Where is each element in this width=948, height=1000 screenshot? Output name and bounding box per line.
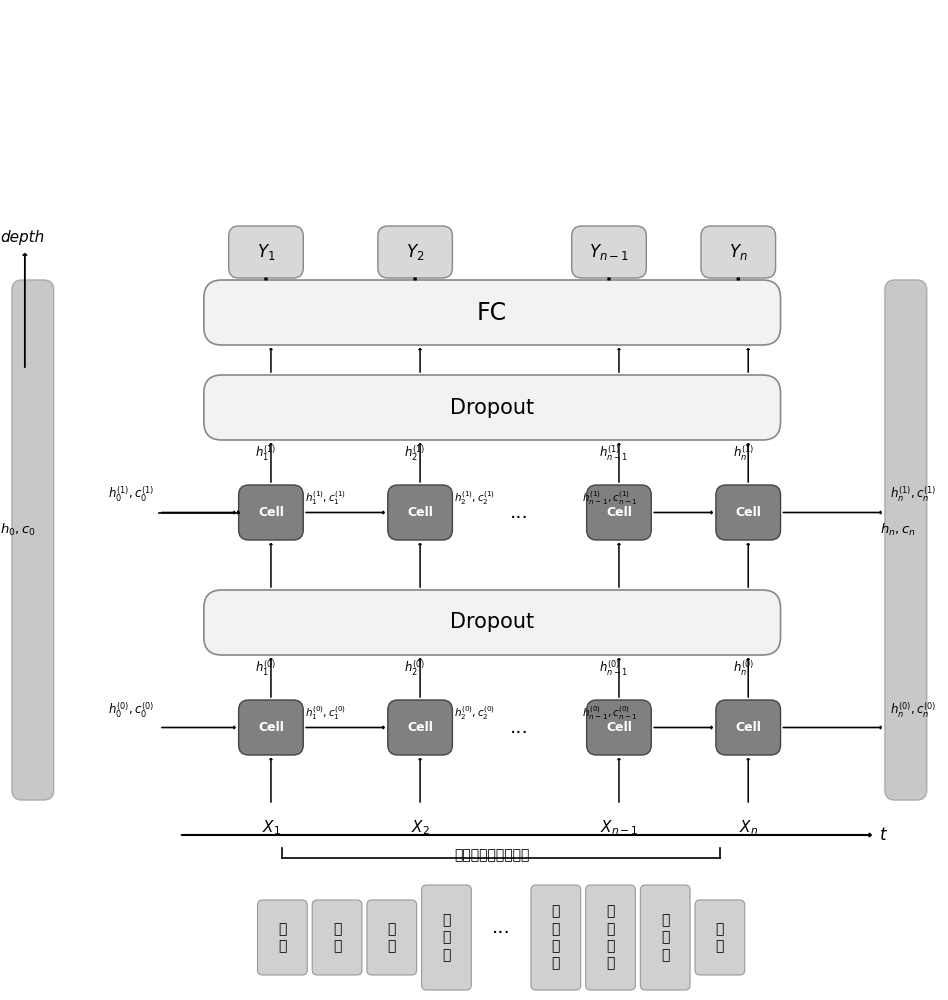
Text: $X_n$: $X_n$ [738, 818, 757, 837]
Text: Cell: Cell [407, 506, 433, 519]
Text: $h_0^{(1)}, c_0^{(1)}$: $h_0^{(1)}, c_0^{(1)}$ [108, 485, 155, 504]
Text: 径
向
速
度: 径 向 速 度 [607, 905, 614, 970]
Text: $h_n^{(1)}$: $h_n^{(1)}$ [733, 444, 754, 463]
Text: $h_1^{(0)}, c_1^{(0)}$: $h_1^{(0)}, c_1^{(0)}$ [305, 704, 346, 722]
Text: 相
对
高
度: 相 对 高 度 [552, 905, 560, 970]
Text: 俯
仰
角: 俯 仰 角 [443, 913, 450, 962]
Text: $Y_n$: $Y_n$ [729, 242, 748, 262]
Text: $Y_1$: $Y_1$ [257, 242, 275, 262]
Text: 经
度: 经 度 [278, 922, 286, 953]
Text: Cell: Cell [407, 721, 433, 734]
Text: $h_{n-1}^{(1)}$: $h_{n-1}^{(1)}$ [599, 444, 629, 463]
Text: 真
航
向: 真 航 向 [661, 913, 669, 962]
Text: $h_n^{(0)}$: $h_n^{(0)}$ [733, 659, 754, 678]
FancyBboxPatch shape [204, 375, 780, 440]
Text: $h_1^{(0)}$: $h_1^{(0)}$ [255, 659, 277, 678]
Text: Dropout: Dropout [450, 612, 535, 632]
Text: $h_{n-1}^{(0)}$: $h_{n-1}^{(0)}$ [599, 659, 629, 678]
Text: $X_2$: $X_2$ [410, 818, 429, 837]
Text: Cell: Cell [736, 506, 761, 519]
Text: Cell: Cell [258, 721, 283, 734]
FancyBboxPatch shape [239, 485, 303, 540]
Text: ...: ... [492, 918, 511, 937]
Text: $h_2^{(1)}, c_2^{(1)}$: $h_2^{(1)}, c_2^{(1)}$ [454, 489, 496, 507]
Text: $h_0, c_0$: $h_0, c_0$ [0, 522, 36, 538]
FancyBboxPatch shape [388, 700, 452, 755]
Text: $h_2^{(0)}$: $h_2^{(0)}$ [405, 659, 426, 678]
FancyBboxPatch shape [239, 700, 303, 755]
Text: $X_{n-1}$: $X_{n-1}$ [600, 818, 638, 837]
Text: depth: depth [0, 230, 45, 245]
Text: $h_2^{(0)}, c_2^{(0)}$: $h_2^{(0)}, c_2^{(0)}$ [454, 704, 496, 722]
Text: $h_{n-1}^{(0)}, c_{n-1}^{(0)}$: $h_{n-1}^{(0)}, c_{n-1}^{(0)}$ [582, 704, 637, 722]
FancyBboxPatch shape [378, 226, 452, 278]
Text: $h_n^{(0)}, c_n^{(0)}$: $h_n^{(0)}, c_n^{(0)}$ [890, 700, 937, 720]
Text: Dropout: Dropout [450, 397, 535, 418]
FancyBboxPatch shape [367, 900, 416, 975]
Text: Cell: Cell [258, 506, 283, 519]
FancyBboxPatch shape [701, 226, 775, 278]
Text: 二十三维特征输入量: 二十三维特征输入量 [454, 848, 530, 862]
Text: $h_n^{(1)}, c_n^{(1)}$: $h_n^{(1)}, c_n^{(1)}$ [890, 485, 937, 504]
FancyBboxPatch shape [258, 900, 307, 975]
FancyBboxPatch shape [884, 280, 927, 800]
FancyBboxPatch shape [572, 226, 647, 278]
FancyBboxPatch shape [422, 885, 471, 990]
Text: Cell: Cell [736, 721, 761, 734]
Text: $h_1^{(1)}$: $h_1^{(1)}$ [255, 444, 277, 463]
Text: Cell: Cell [606, 506, 632, 519]
FancyBboxPatch shape [640, 885, 690, 990]
Text: $h_1^{(1)}, c_1^{(1)}$: $h_1^{(1)}, c_1^{(1)}$ [305, 489, 346, 507]
Text: t: t [880, 826, 886, 844]
Text: $h_n, c_n$: $h_n, c_n$ [880, 522, 916, 538]
Text: 高
度: 高 度 [388, 922, 396, 953]
FancyBboxPatch shape [12, 280, 54, 800]
FancyBboxPatch shape [695, 900, 745, 975]
Text: FC: FC [477, 300, 507, 324]
FancyBboxPatch shape [586, 885, 635, 990]
FancyBboxPatch shape [587, 700, 651, 755]
FancyBboxPatch shape [388, 485, 452, 540]
FancyBboxPatch shape [204, 590, 780, 655]
Text: $h_0^{(0)}, c_0^{(0)}$: $h_0^{(0)}, c_0^{(0)}$ [108, 700, 155, 720]
Text: Cell: Cell [606, 721, 632, 734]
Text: $h_{n-1}^{(1)}, c_{n-1}^{(1)}$: $h_{n-1}^{(1)}, c_{n-1}^{(1)}$ [582, 489, 637, 507]
FancyBboxPatch shape [531, 885, 581, 990]
Text: $Y_2$: $Y_2$ [406, 242, 425, 262]
Text: ...: ... [510, 718, 529, 737]
Text: 纬
度: 纬 度 [333, 922, 341, 953]
FancyBboxPatch shape [716, 485, 780, 540]
FancyBboxPatch shape [587, 485, 651, 540]
FancyBboxPatch shape [228, 226, 303, 278]
Text: $X_1$: $X_1$ [262, 818, 281, 837]
Text: $h_2^{(1)}$: $h_2^{(1)}$ [405, 444, 426, 463]
Text: $Y_{n-1}$: $Y_{n-1}$ [589, 242, 629, 262]
Text: ...: ... [510, 503, 529, 522]
FancyBboxPatch shape [312, 900, 362, 975]
FancyBboxPatch shape [716, 700, 780, 755]
FancyBboxPatch shape [204, 280, 780, 345]
Text: 地
速: 地 速 [716, 922, 724, 953]
